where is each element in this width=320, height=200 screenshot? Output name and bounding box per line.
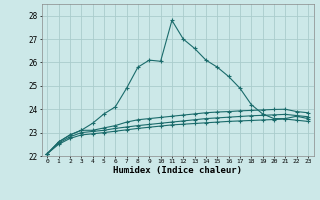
X-axis label: Humidex (Indice chaleur): Humidex (Indice chaleur) — [113, 166, 242, 175]
